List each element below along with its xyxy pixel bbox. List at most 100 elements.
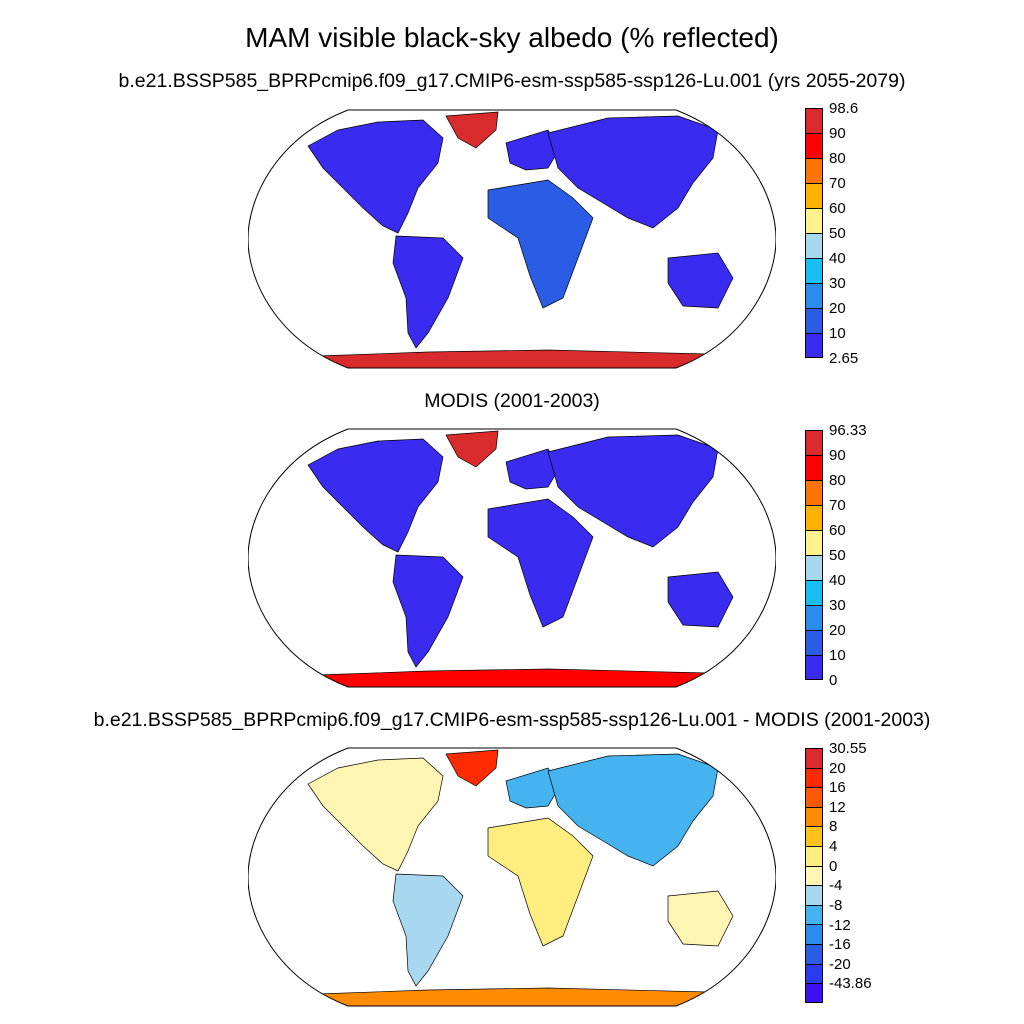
europe-landmass [505, 448, 561, 490]
figure-title: MAM visible black-sky albedo (% reflecte… [245, 22, 779, 53]
colorbar-swatch [805, 480, 823, 506]
colorbar-label: -43.86 [829, 975, 872, 993]
colorbar-label: 80 [829, 472, 846, 489]
colorbar-label: 30 [829, 597, 846, 614]
colorbar-swatch [805, 904, 823, 926]
map-frame [248, 109, 776, 369]
africa-landmass [487, 817, 594, 947]
panel-3-title: b.e21.BSSP585_BPRPcmip6.f09_g17.CMIP6-es… [93, 709, 931, 731]
north-america-landmass [307, 757, 444, 872]
africa-landmass [487, 179, 594, 309]
colorbar-label: -4 [829, 877, 843, 895]
colorbar-label: 98.6 [829, 100, 859, 117]
asia-landmass [547, 115, 719, 229]
africa-landmass [487, 498, 594, 628]
colorbar-label: 60 [829, 200, 846, 217]
colorbar-label: 90 [829, 447, 846, 464]
colorbar-label: 0 [829, 672, 838, 689]
colorbar-label: 2.65 [829, 350, 859, 367]
colorbar-label: 90 [829, 125, 846, 142]
colorbar-swatch [805, 767, 823, 789]
colorbar-label: 10 [829, 325, 846, 342]
colorbar-swatch [805, 108, 823, 134]
colorbar-label: 20 [829, 300, 846, 317]
colorbar-swatch [805, 630, 823, 656]
colorbar-label: 40 [829, 250, 846, 267]
land-layer [248, 749, 769, 1006]
colorbar-label: 0 [829, 857, 838, 875]
south-america-landmass [392, 554, 464, 668]
colorbar-label: -16 [829, 936, 851, 954]
colorbar-swatch [805, 555, 823, 581]
colorbar-label: 50 [829, 547, 846, 564]
colorbar-swatch [805, 430, 823, 456]
map-frame [248, 747, 776, 1007]
colorbar-swatch [805, 308, 823, 334]
colorbar-swatch [805, 580, 823, 606]
colorbar-label: 30.55 [829, 740, 867, 757]
panel-1-map [248, 109, 776, 369]
colorbar-swatch [805, 806, 823, 828]
panel-2-map [248, 428, 776, 688]
panel-2-colorbar: 96.33 90 80 70 60 50 40 30 20 10 0 [805, 423, 867, 689]
south-america-landmass [392, 873, 464, 987]
antarctica-landmass [248, 987, 769, 1006]
greenland-landmass [445, 749, 499, 787]
colorbar-label: 20 [829, 759, 846, 777]
colorbar-swatch [805, 133, 823, 159]
greenland-landmass [445, 430, 499, 468]
colorbar-swatch [805, 283, 823, 309]
colorbar-swatch [805, 826, 823, 848]
colorbar-swatch [805, 455, 823, 481]
colorbar-label: 40 [829, 572, 846, 589]
colorbar-swatch [805, 183, 823, 209]
colorbar-label: 20 [829, 622, 846, 639]
colorbar-label: 8 [829, 818, 838, 836]
north-america-landmass [307, 438, 444, 553]
colorbar-swatch [805, 333, 823, 358]
colorbar-label: -12 [829, 916, 851, 934]
antarctica-landmass [248, 668, 769, 687]
australia-landmass [667, 571, 734, 628]
colorbar-label: 96.33 [829, 422, 867, 439]
land-layer [248, 430, 769, 687]
colorbar-swatch [805, 924, 823, 946]
asia-landmass [547, 753, 719, 867]
australia-landmass [667, 890, 734, 947]
colorbar-swatch [805, 505, 823, 531]
south-america-landmass [392, 235, 464, 349]
colorbar-label: -20 [829, 955, 851, 973]
greenland-landmass [445, 111, 499, 149]
colorbar-label: 70 [829, 497, 846, 514]
colorbar-swatch [805, 963, 823, 985]
panel-1-title: b.e21.BSSP585_BPRPcmip6.f09_g17.CMIP6-es… [118, 70, 906, 92]
colorbar-swatch [805, 605, 823, 631]
colorbar-label: -8 [829, 896, 843, 914]
colorbar-swatch [805, 944, 823, 965]
australia-landmass [667, 252, 734, 309]
europe-landmass [505, 129, 561, 171]
colorbar-label: 12 [829, 798, 846, 816]
colorbar-swatch [805, 655, 823, 680]
colorbar-swatch [805, 530, 823, 556]
north-america-landmass [307, 119, 444, 234]
panel-2-title: MODIS (2001-2003) [424, 390, 600, 412]
panel-3-colorbar: 30.55 20 16 12 8 4 0 -4 -8 -12 -16 -20 -43.86 [805, 741, 872, 1003]
colorbar-swatch [805, 748, 823, 769]
colorbar-label: 50 [829, 225, 846, 242]
colorbar-swatch [805, 846, 823, 867]
colorbar-label: 4 [829, 838, 838, 856]
panel-1-colorbar: 98.6 90 80 70 60 50 40 30 20 10 2.65 [805, 101, 858, 367]
colorbar-swatch [805, 258, 823, 284]
europe-landmass [505, 767, 561, 809]
asia-landmass [547, 434, 719, 548]
colorbar-swatch [805, 885, 823, 906]
colorbar-swatch [805, 787, 823, 808]
colorbar-label: 10 [829, 647, 846, 664]
colorbar-label: 70 [829, 175, 846, 192]
map-frame [248, 428, 776, 688]
colorbar-swatch [805, 158, 823, 184]
colorbar-label: 60 [829, 522, 846, 539]
land-layer [248, 111, 769, 368]
colorbar-swatch [805, 865, 823, 887]
